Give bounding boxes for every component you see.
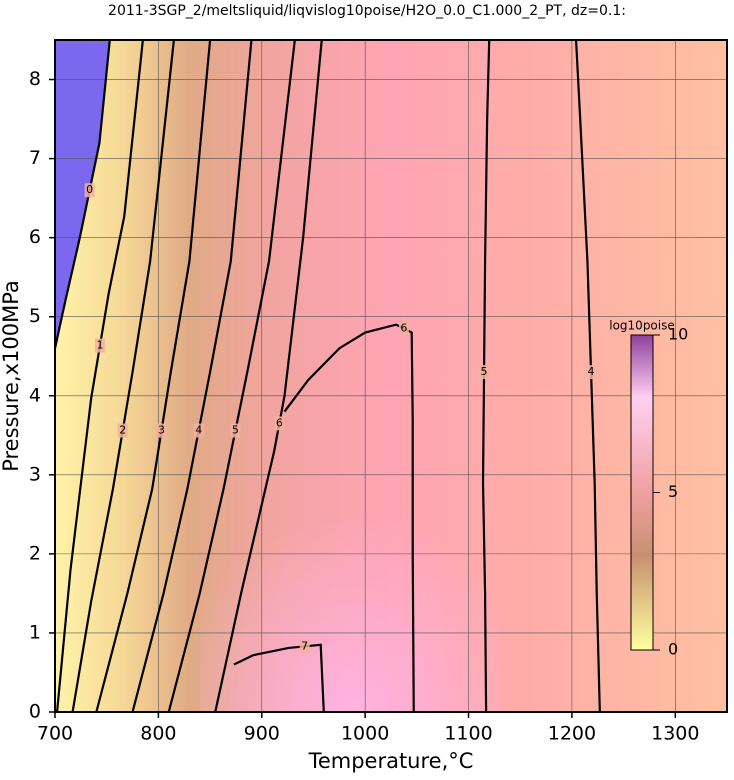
contour-label-bg (398, 321, 409, 336)
y-axis-label: Pressure,x100MPa (0, 280, 23, 472)
contour-label: 5 (481, 365, 488, 378)
colorbar-tick-label: 0 (668, 640, 678, 659)
contour-label: 5 (232, 424, 239, 437)
contour-label-bg (156, 423, 167, 438)
plot: 0 1 2 3 4 5 6 6 7 5 4 (55, 40, 727, 712)
contour-label: 6 (276, 416, 283, 429)
contour-label: 3 (158, 424, 165, 437)
contour-label-bg (94, 338, 105, 353)
x-tick-label: 700 (37, 723, 73, 745)
contour-label-bg (299, 639, 310, 654)
contour-label-bg (84, 183, 95, 198)
y-tick-label: 4 (29, 384, 41, 406)
chart-title: 2011-3SGP_2/meltsliquid/liqvislog10poise… (108, 3, 626, 19)
y-tick-label: 3 (29, 463, 41, 485)
contour-label-bg (479, 365, 490, 380)
field-shade (200, 380, 500, 712)
frame (54, 39, 728, 713)
y-tick-label: 2 (29, 542, 41, 564)
contour-label: 0 (86, 183, 93, 196)
contour-label: 4 (588, 365, 595, 378)
x-tick-label: 900 (244, 723, 280, 745)
colorbar-tick-label: 10 (668, 325, 688, 344)
colorbar: log10poise 0 5 10 (609, 319, 688, 659)
x-tick-label: 800 (140, 723, 176, 745)
contour-line (283, 323, 415, 712)
y-tick-label: 5 (29, 305, 41, 327)
colorbar-tick-label: 5 (668, 482, 678, 501)
x-tick-label: 1100 (444, 723, 492, 745)
y-tick-label: 7 (29, 147, 41, 169)
x-tick-label: 1300 (651, 723, 699, 745)
contour-label-bg (274, 416, 285, 431)
contour-label-bg (586, 365, 597, 380)
contour-label-bg (230, 423, 241, 438)
contour-label: 4 (195, 424, 202, 437)
x-tick-label: 1200 (548, 723, 596, 745)
y-tick-label: 8 (29, 68, 41, 90)
contour-line (55, 40, 111, 349)
y-tick-label: 6 (29, 226, 41, 248)
y-tick-label: 0 (29, 701, 41, 723)
contour-label: 2 (119, 424, 126, 437)
contour-line (233, 643, 325, 712)
x-axis-label: Temperature,°C (308, 749, 474, 773)
x-tick-label: 1000 (341, 723, 389, 745)
contour-label: 6 (400, 322, 407, 335)
contour-label-bg (117, 423, 128, 438)
contour-label: 1 (96, 339, 103, 352)
colorbar-label: log10poise (609, 319, 675, 333)
contour-label: 7 (301, 639, 308, 652)
contour-label-bg (193, 423, 204, 438)
low-region (55, 40, 110, 349)
colorbar-scale (630, 334, 654, 651)
y-tick-label: 1 (29, 621, 41, 643)
